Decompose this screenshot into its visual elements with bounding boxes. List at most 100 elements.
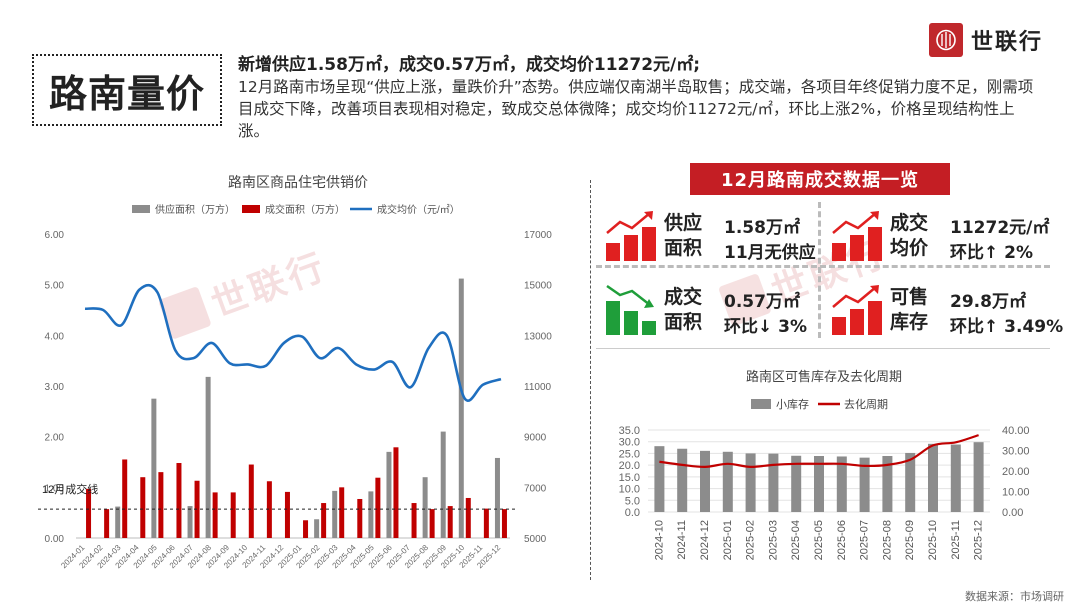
y-tick-label: 0.00 bbox=[45, 534, 65, 545]
deal-bar bbox=[339, 487, 345, 538]
deal-bar bbox=[176, 463, 182, 538]
x-tick-label: 2025-02 bbox=[745, 520, 757, 560]
supply-bar bbox=[187, 506, 193, 538]
inventory-bar bbox=[973, 442, 984, 512]
inventory-bar bbox=[859, 457, 870, 512]
annotation-label: 12月成交线 bbox=[42, 482, 98, 496]
price-point bbox=[482, 384, 484, 386]
inventory-bar bbox=[814, 456, 824, 512]
supply-bar bbox=[458, 278, 464, 538]
cycle-point bbox=[749, 466, 751, 468]
price-line bbox=[84, 283, 502, 402]
inventory-bar bbox=[791, 455, 802, 512]
price-point bbox=[210, 342, 212, 344]
inventory-bar bbox=[745, 453, 756, 512]
x-tick-label: 2025-04 bbox=[790, 520, 802, 560]
kpi-value: 0.57万㎡ bbox=[724, 292, 800, 312]
price-point bbox=[391, 361, 393, 363]
cycle-point bbox=[795, 463, 797, 465]
deal-bar bbox=[284, 491, 290, 538]
price-line-group bbox=[38, 283, 516, 510]
kpi-value: 1.58万㎡ bbox=[724, 218, 800, 238]
kpi-value: 11272元/㎡ bbox=[950, 218, 1050, 238]
supply-sales-price-chart: 路南区商品住宅供销价 供应面积（万方） 成交面积（万方） 成交均价（元/㎡） 6… bbox=[28, 166, 568, 586]
deal-bar bbox=[303, 520, 309, 538]
price-point bbox=[464, 397, 466, 399]
deal-bar bbox=[483, 508, 489, 538]
kpi-label: 成交面积 bbox=[664, 286, 703, 333]
price-point bbox=[319, 357, 321, 359]
price-point bbox=[500, 378, 502, 380]
y2-tick-label: 40.00 bbox=[1002, 425, 1030, 437]
section-title-box: 路南量价 bbox=[32, 54, 222, 126]
supply-sales-price-svg: 路南区商品住宅供销价 供应面积（万方） 成交面积（万方） 成交均价（元/㎡） 6… bbox=[38, 174, 552, 570]
chart-legend: 小库存 去化周期 bbox=[751, 397, 888, 411]
y-tick-label: 2.00 bbox=[45, 433, 65, 444]
inventory-bar bbox=[928, 443, 938, 512]
cycle-point bbox=[955, 441, 957, 443]
supply-bar bbox=[151, 398, 157, 538]
kpi-label: 可售库存 bbox=[890, 286, 929, 333]
inventory-bar bbox=[836, 456, 847, 512]
y-tick-label: 0.0 bbox=[625, 507, 640, 519]
bars bbox=[86, 278, 507, 538]
price-point bbox=[229, 362, 231, 364]
cycle-point bbox=[727, 463, 729, 465]
y-tick-label: 3.00 bbox=[45, 382, 65, 393]
price-point bbox=[301, 335, 303, 337]
legend-swatch-deal bbox=[242, 205, 260, 213]
x-tick-label: 2024-10 bbox=[653, 520, 665, 560]
kpi-sub: 环比↓ 3% bbox=[724, 317, 808, 337]
price-point bbox=[192, 357, 194, 359]
supply-bar bbox=[332, 490, 338, 538]
price-point bbox=[283, 342, 285, 344]
supply-bar bbox=[386, 451, 392, 538]
price-point bbox=[138, 289, 140, 291]
inventory-cycle-svg: 路南区可售库存及去化周期 小库存 去化周期 35.030.025.020.015… bbox=[619, 369, 1030, 560]
cycle-point bbox=[772, 464, 774, 466]
bars bbox=[654, 442, 984, 512]
supply-bar bbox=[494, 457, 500, 538]
y2-tick-label: 9000 bbox=[524, 433, 547, 444]
legend-swatch-inventory bbox=[751, 399, 771, 409]
legend-label-deal: 成交面积（万方） bbox=[265, 203, 345, 216]
price-point bbox=[247, 363, 249, 365]
x-tick-label: 2025-07 bbox=[859, 520, 871, 560]
y2-tick-label: 15000 bbox=[524, 281, 552, 292]
price-point bbox=[427, 347, 429, 349]
y-tick-label: 5.0 bbox=[625, 495, 640, 507]
supply-bar bbox=[368, 491, 374, 538]
y-tick-label: 1.00 bbox=[45, 483, 65, 494]
kpi-sub: 环比↑ 3.49% bbox=[950, 317, 1064, 337]
kpi-label: 成交均价 bbox=[890, 212, 929, 259]
legend-label-supply: 供应面积（万方） bbox=[155, 203, 235, 216]
price-point bbox=[337, 347, 339, 349]
y2-tick-label: 5000 bbox=[524, 534, 547, 545]
summary-text: 12月路南市场呈现“供应上涨，量跌价升”态势。供应端仅南湖半岛取售；成交端，各项… bbox=[238, 78, 1034, 140]
price-point bbox=[446, 334, 448, 336]
x-tick-label: 2025-10 bbox=[927, 520, 939, 560]
deal-bar bbox=[393, 447, 399, 538]
cycle-point bbox=[909, 459, 911, 461]
deal-bar bbox=[357, 498, 363, 538]
y2-tick-label: 17000 bbox=[524, 230, 552, 241]
price-point bbox=[102, 309, 104, 311]
cycle-line bbox=[659, 434, 979, 469]
kpi-sub: 环比↑ 2% bbox=[950, 243, 1034, 263]
deal-bar bbox=[86, 488, 92, 538]
x-tick-label: 2025-09 bbox=[904, 520, 916, 560]
y2-tick-label: 30.00 bbox=[1002, 446, 1030, 458]
inventory-bar bbox=[700, 450, 710, 512]
cycle-point bbox=[841, 463, 843, 465]
legend-label-price: 成交均价（元/㎡） bbox=[377, 203, 460, 216]
kpi-sub: 11月无供应 bbox=[724, 243, 816, 263]
chart-title: 路南区可售库存及去化周期 bbox=[746, 369, 902, 384]
cycle-point bbox=[818, 463, 820, 465]
data-source: 数据来源：市场调研 bbox=[965, 590, 1064, 603]
section-title: 路南量价 bbox=[48, 71, 205, 116]
price-point bbox=[355, 363, 357, 365]
supply-bar bbox=[440, 431, 446, 538]
cycle-point bbox=[932, 444, 934, 446]
trend-up-icon bbox=[832, 285, 882, 335]
x-tick-label: 2025-05 bbox=[813, 520, 825, 560]
